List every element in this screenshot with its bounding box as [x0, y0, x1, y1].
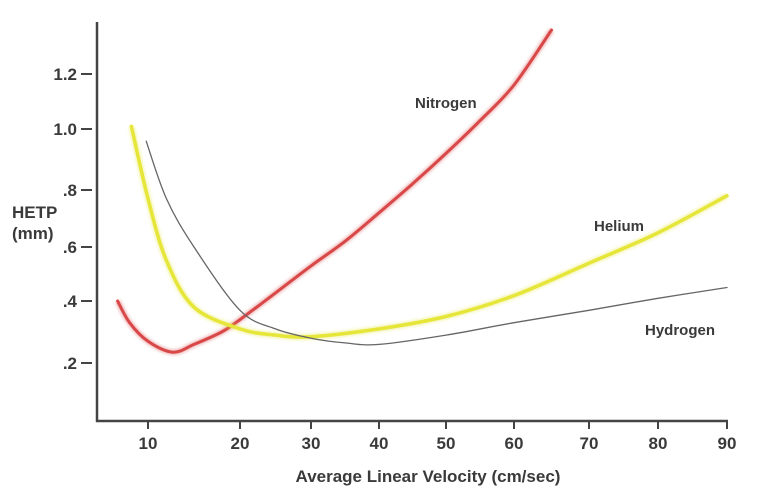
- series-layer: [114, 28, 729, 356]
- x-axis-title: Average Linear Velocity (cm/sec): [296, 467, 561, 486]
- series-line-hydrogen: [145, 140, 728, 346]
- series-label-nitrogen: Nitrogen: [415, 95, 477, 112]
- x-tick-label: 10: [139, 434, 158, 453]
- x-tick-label: 50: [437, 434, 456, 453]
- series-line-nitrogen: [116, 28, 553, 354]
- y-tick-label: 1.2: [53, 65, 77, 84]
- x-tick-label: 20: [231, 434, 250, 453]
- x-tick-label: 90: [718, 434, 737, 453]
- y-tick-label: .8: [63, 181, 77, 200]
- x-tick-label: 80: [649, 434, 668, 453]
- x-tick-label: 30: [302, 434, 321, 453]
- x-tick-label: 40: [370, 434, 389, 453]
- y-tick-label: .4: [63, 292, 78, 311]
- y-tick-label: .2: [63, 354, 77, 373]
- y-axis-title-line2: (mm): [12, 224, 54, 243]
- y-tick-label: 1.0: [53, 120, 77, 139]
- ticks-layer: 10 20 30 40 50 60 70 80 90 .2 .4 .6 .8 1.0 1.2: [53, 65, 736, 453]
- x-tick-label: 70: [580, 434, 599, 453]
- series-label-hydrogen: Hydrogen: [645, 322, 715, 339]
- y-axis-title-line1: HETP: [12, 203, 57, 222]
- y-tick-label: .6: [63, 238, 77, 257]
- series-label-helium: Helium: [594, 218, 644, 235]
- series-line-helium: [129, 124, 729, 339]
- x-tick-label: 60: [505, 434, 524, 453]
